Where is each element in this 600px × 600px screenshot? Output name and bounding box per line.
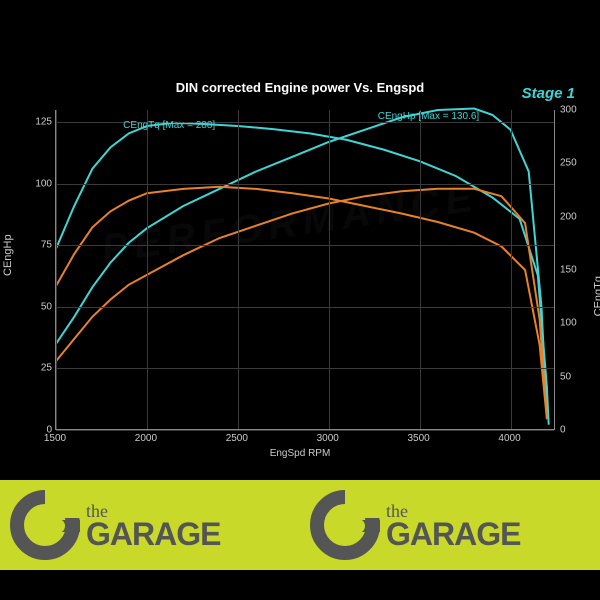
chart-title: DIN corrected Engine power Vs. Engspd: [0, 80, 600, 95]
y-left-tick: 75: [30, 240, 52, 251]
x-tick: 4000: [490, 433, 530, 444]
chart-annotation: CEngHp [Max = 130.6]: [378, 111, 479, 122]
grid-line: [56, 110, 57, 429]
footer-banner: the GARAGE the GARAGE: [0, 480, 600, 570]
x-tick: 2500: [217, 433, 257, 444]
grid-line: [56, 307, 554, 308]
footer-logo-right: the GARAGE: [300, 480, 600, 570]
grid-line: [147, 110, 148, 429]
stage-label: Stage 1: [522, 85, 575, 102]
y-left-tick: 25: [30, 363, 52, 374]
x-tick: 1500: [35, 433, 75, 444]
series-hp_stock: [56, 189, 547, 418]
grid-line: [329, 110, 330, 429]
wrench-g-icon: [10, 490, 80, 560]
chart-lines: [56, 110, 556, 430]
y-axis-right-label: CEngTq: [592, 276, 600, 316]
chart-annotation: CEngTq [Max = 288]: [123, 120, 215, 131]
series-torque_tuned: [56, 123, 549, 425]
y-right-tick: 100: [560, 318, 590, 329]
grid-line: [56, 245, 554, 246]
grid-line: [56, 184, 554, 185]
y-right-tick: 0: [560, 425, 590, 436]
logo-garage-text: GARAGE: [86, 520, 220, 549]
y-axis-left-label: CEngHp: [2, 234, 14, 276]
series-hp_tuned: [56, 109, 547, 418]
x-tick: 3500: [399, 433, 439, 444]
grid-line: [56, 430, 554, 431]
x-tick: 2000: [126, 433, 166, 444]
y-left-tick: 50: [30, 301, 52, 312]
x-axis-label: EngSpd RPM: [0, 448, 600, 459]
y-right-tick: 50: [560, 371, 590, 382]
grid-line: [511, 110, 512, 429]
x-tick: 3000: [308, 433, 348, 444]
plot-area: [55, 110, 555, 430]
y-right-tick: 150: [560, 265, 590, 276]
grid-line: [56, 368, 554, 369]
series-torque_stock: [56, 187, 547, 419]
y-left-tick: 125: [30, 117, 52, 128]
y-right-tick: 250: [560, 158, 590, 169]
wrench-g-icon: [310, 490, 380, 560]
y-right-tick: 300: [560, 105, 590, 116]
y-right-tick: 200: [560, 211, 590, 222]
grid-line: [420, 110, 421, 429]
logo-garage-text: GARAGE: [386, 520, 520, 549]
grid-line: [238, 110, 239, 429]
footer-logo-left: the GARAGE: [0, 480, 300, 570]
y-left-tick: 100: [30, 178, 52, 189]
